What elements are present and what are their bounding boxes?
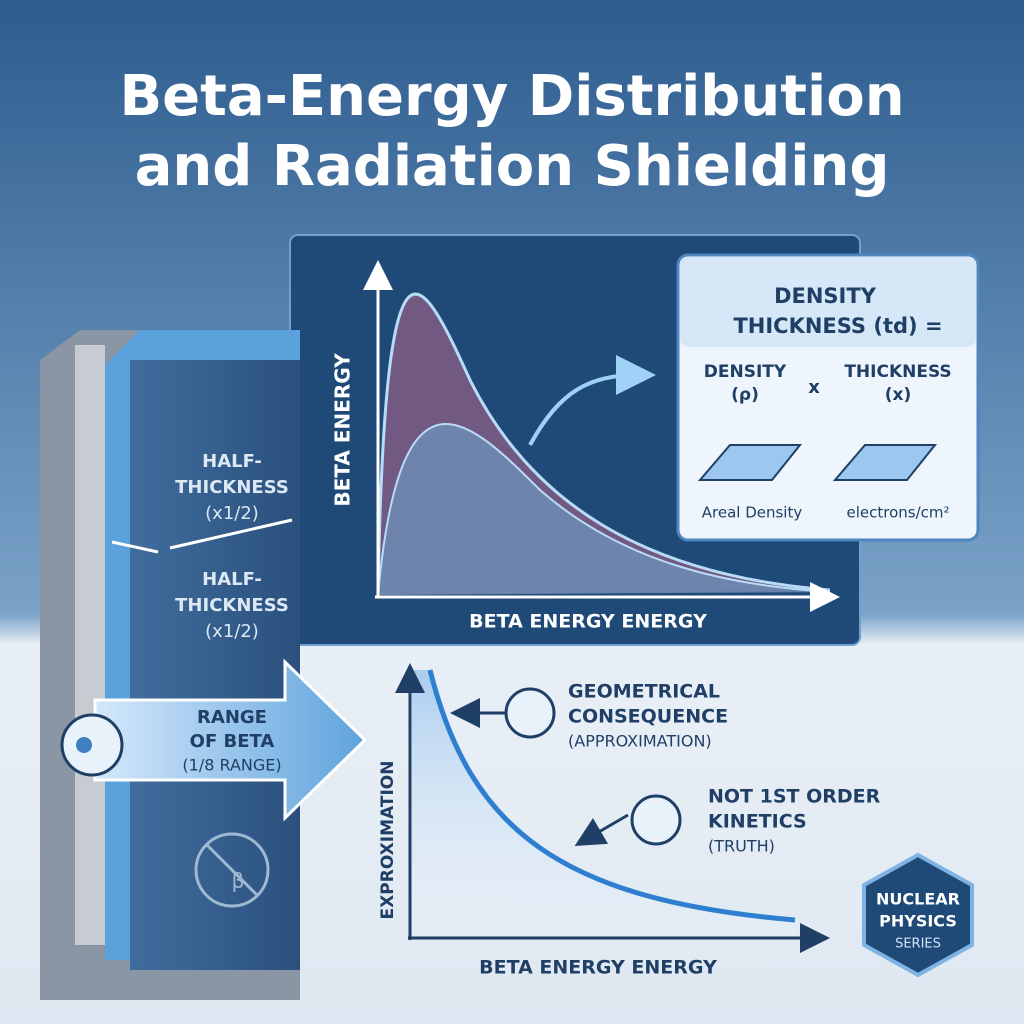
note-upper: (APPROXIMATION) bbox=[568, 732, 712, 751]
half-thickness-label: THICKNESS bbox=[175, 595, 289, 616]
spectrum-curve bbox=[377, 423, 831, 596]
spectrum-curve bbox=[376, 292, 831, 596]
badge-text: SERIES bbox=[895, 937, 941, 952]
beta-icon bbox=[76, 737, 92, 753]
note-icon bbox=[630, 794, 682, 846]
note-icon bbox=[504, 687, 556, 739]
decay-area bbox=[412, 670, 795, 937]
y-axis-label: BETA ENERGY bbox=[331, 353, 355, 507]
badge bbox=[862, 852, 974, 978]
half-thickness-label: HALF- bbox=[202, 451, 262, 472]
density-caption: Areal Density bbox=[702, 504, 803, 522]
half-thickness-label: HALF- bbox=[202, 569, 262, 590]
blocked-icon bbox=[205, 843, 259, 897]
note-lower: (TRUTH) bbox=[708, 837, 775, 856]
shield-front bbox=[130, 360, 300, 970]
blocked-icon bbox=[194, 832, 270, 908]
note-upper: CONSEQUENCE bbox=[568, 706, 728, 728]
formula-title: DENSITY bbox=[774, 284, 877, 308]
half-thickness-label: (x1/2) bbox=[205, 621, 259, 642]
note-lower: NOT 1ST ORDER bbox=[708, 786, 881, 808]
dimension-arrow bbox=[169, 518, 293, 550]
title: Beta-Energy Distribution bbox=[119, 64, 904, 129]
range-label: (1/8 RANGE) bbox=[182, 756, 281, 775]
connector-arrow bbox=[528, 355, 656, 446]
range-label: OF BETA bbox=[190, 731, 275, 752]
slab-icon bbox=[832, 444, 938, 481]
formula-title: THICKNESS (td) = bbox=[733, 314, 942, 338]
note-lower: KINETICS bbox=[708, 811, 807, 833]
note-arrow bbox=[574, 813, 629, 847]
formula-header bbox=[680, 257, 976, 347]
range-label: RANGE bbox=[197, 707, 267, 728]
x-axis-label: BETA ENERGY ENERGY bbox=[479, 957, 717, 979]
density-label: (ρ) bbox=[731, 385, 759, 405]
thickness-caption: electrons/cm² bbox=[846, 504, 949, 522]
operator: x bbox=[808, 377, 820, 398]
half-thickness-label: THICKNESS bbox=[175, 477, 289, 498]
shield-layer bbox=[75, 345, 105, 945]
y-axis-label: EXPROXIMATION bbox=[378, 761, 398, 920]
half-thickness-label: (x1/2) bbox=[205, 503, 259, 524]
badge-text: NUCLEAR bbox=[876, 890, 960, 909]
dimension-arrow bbox=[111, 540, 159, 554]
x-axis-label: BETA ENERGY ENERGY bbox=[469, 611, 707, 633]
slab-icon bbox=[697, 444, 803, 481]
title: and Radiation Shielding bbox=[135, 134, 890, 199]
spectrum-area bbox=[378, 424, 830, 595]
note-upper: GEOMETRICAL bbox=[568, 681, 720, 703]
density-label: DENSITY bbox=[704, 362, 787, 382]
badge-text: PHYSICS bbox=[879, 912, 957, 931]
beta-symbol: β bbox=[232, 869, 245, 893]
thickness-label: (x) bbox=[885, 385, 912, 405]
range-arrow bbox=[93, 658, 368, 822]
decay-curve bbox=[427, 669, 796, 923]
thickness-label: THICKNESS bbox=[844, 362, 951, 382]
